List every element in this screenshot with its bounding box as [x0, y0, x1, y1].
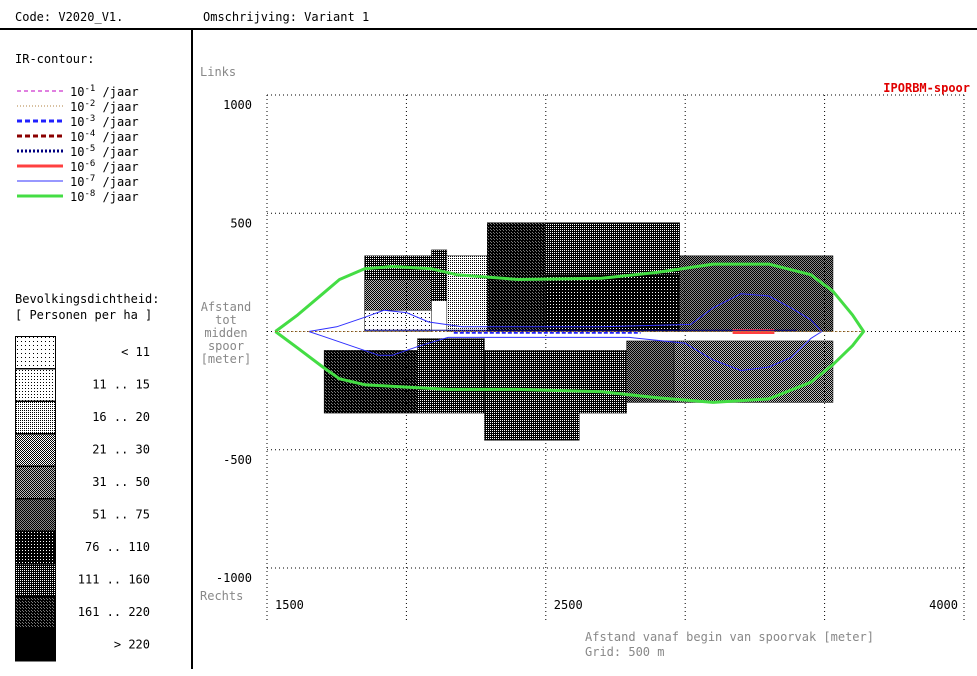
density-swatch [15, 628, 56, 662]
y-label-bottom: Rechts [200, 589, 243, 603]
sidebar-divider [191, 28, 193, 669]
density-label: 11 .. 15 [92, 378, 150, 392]
density-block [484, 350, 580, 441]
axis-labels: 1000 500 -500 -1000 1500 2500 4000 Links Rechts A… [200, 65, 970, 659]
density-block [431, 249, 448, 302]
ir-legend-label: 10-8 /jaar [70, 189, 139, 204]
y-tick-label: -500 [223, 453, 252, 467]
description-label: Omschrijving: Variant 1 [203, 10, 370, 24]
contour-lines [274, 262, 866, 404]
y-label-mid: spoor [208, 339, 244, 353]
density-swatch [15, 596, 56, 629]
density-label: 161 .. 220 [78, 605, 150, 619]
ir-legend-label: 10-5 /jaar [70, 144, 139, 159]
density-swatch [15, 368, 56, 402]
density-block [626, 340, 675, 403]
ir-legend-label: 10-3 /jaar [70, 114, 139, 129]
x-tick-label: 1500 [275, 598, 304, 612]
density-swatch [15, 531, 56, 564]
density-block [579, 350, 627, 414]
density-blocks [323, 222, 834, 441]
header-divider [0, 28, 977, 30]
chart-title: IPORBM-spoor [883, 81, 970, 95]
y-label-mid: [meter] [201, 352, 252, 366]
ir-legend-title: IR-contour: [15, 52, 95, 66]
density-block [364, 309, 432, 332]
density-block [545, 222, 680, 275]
density-legend-subtitle: [ Personen per ha ] [15, 308, 153, 322]
x-tick-label: 2500 [554, 598, 583, 612]
density-block [446, 255, 488, 332]
density-swatch [15, 466, 56, 499]
density-label: > 220 [114, 638, 150, 652]
y-tick-label: -1000 [216, 571, 252, 585]
density-label: 51 .. 75 [92, 508, 150, 522]
y-label-mid: tot [215, 313, 237, 327]
density-block [417, 338, 485, 414]
y-tick-label: 1000 [223, 98, 252, 112]
density-legend-title: Bevolkingsdichtheid: [15, 292, 160, 306]
density-label: 16 .. 20 [92, 410, 150, 424]
density-block [364, 279, 432, 311]
y-tick-label: 500 [230, 216, 252, 230]
ir-legend-label: 10-6 /jaar [70, 159, 139, 174]
y-label-top: Links [200, 65, 236, 79]
ir-legend-label: 10-4 /jaar [70, 129, 139, 144]
density-label: < 11 [121, 345, 150, 359]
density-label: 31 .. 50 [92, 475, 150, 489]
contour--7 [308, 293, 823, 371]
ir-legend-label: 10-7 /jaar [70, 174, 139, 189]
density-swatch [15, 433, 56, 467]
y-label-mid: midden [204, 326, 247, 340]
y-label-mid: Afstand [201, 300, 252, 314]
contour--8 [274, 262, 866, 404]
x-axis-label: Afstand vanaf begin van spoorvak [meter] [585, 630, 874, 644]
density-label: 111 .. 160 [78, 573, 150, 587]
header-bar: Code: V2020_V1. Omschrijving: Variant 1 [0, 0, 977, 29]
code-label: Code: V2020_V1. [15, 10, 124, 24]
ir-legend-label: 10-2 /jaar [70, 99, 139, 114]
density-block [673, 340, 834, 403]
grid-lines [266, 94, 965, 623]
density-swatch [15, 563, 56, 597]
x-tick-label: 4000 [929, 598, 958, 612]
density-swatch [15, 401, 56, 434]
density-label: 21 .. 30 [92, 443, 150, 457]
density-swatch [15, 498, 56, 532]
density-block [545, 274, 680, 332]
density-label: 76 .. 110 [85, 540, 150, 554]
density-block [323, 350, 418, 414]
ir-legend-label: 10-1 /jaar [70, 84, 139, 99]
density-block [679, 255, 834, 332]
grid-note: Grid: 500 m [585, 645, 664, 659]
